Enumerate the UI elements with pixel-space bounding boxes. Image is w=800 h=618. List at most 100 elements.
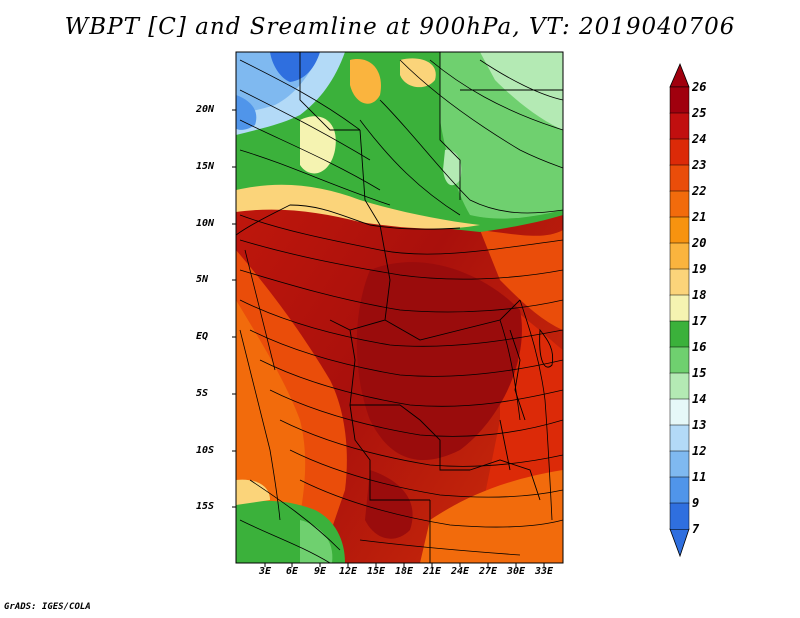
streamline: [359, 539, 521, 556]
colorbar-label: 9: [692, 496, 700, 510]
colorbar-segment: [669, 86, 690, 114]
light-green-sw: [300, 520, 333, 563]
lon-label: 3E: [258, 566, 272, 577]
lat-label: 15S: [196, 501, 215, 512]
border: [439, 52, 461, 200]
lake-tanganyika: [499, 419, 511, 471]
streamline: [239, 299, 563, 347]
colorbar-label: 14: [692, 392, 707, 406]
streamline: [239, 89, 371, 161]
colorbar-segment: [669, 502, 690, 530]
colorbar-segment: [669, 112, 690, 140]
colorbar-segment: [669, 424, 690, 452]
lon-label: 6E: [285, 566, 299, 577]
transition-yellow: [236, 184, 480, 229]
hot-core: [356, 262, 522, 460]
colorbar-segment: [669, 190, 690, 218]
colorbar-segment: [669, 216, 690, 244]
beige-patch: [300, 116, 336, 174]
colorbar-top-arrow: [669, 62, 690, 88]
border: [384, 299, 521, 341]
colorbar-label: 19: [692, 262, 707, 276]
lat-label: 5N: [196, 274, 209, 285]
streamline: [379, 99, 563, 214]
lat-label: 15N: [196, 161, 215, 172]
colorbar-segment: [669, 268, 690, 296]
colorbar-segment: [669, 450, 690, 478]
lon-label: 18E: [394, 566, 414, 577]
colorbar-label: 12: [692, 444, 707, 458]
blue-nw-patch: [236, 95, 257, 130]
streamline: [299, 479, 563, 528]
colorbar-label: 7: [692, 522, 700, 536]
colorbar-segment: [669, 398, 690, 426]
streamline: [519, 299, 553, 521]
colorbar-segment: [669, 294, 690, 322]
orange-patch-north: [350, 59, 381, 104]
east-orange: [480, 230, 563, 330]
colorbar-label: 15: [692, 366, 707, 380]
border: [469, 459, 541, 501]
lon-ticks: [264, 563, 545, 567]
hot-core-south: [365, 470, 413, 539]
streamlines: [239, 59, 563, 563]
streamline: [239, 149, 391, 206]
colorbar-bottom-arrow: [669, 528, 690, 558]
colorbar-segment: [669, 372, 690, 400]
streamline: [239, 329, 281, 521]
colorbar-label: 16: [692, 340, 707, 354]
yellow-sw: [236, 479, 270, 505]
colorbar-segment: [669, 346, 690, 374]
lon-label: 30E: [506, 566, 526, 577]
border: [349, 404, 430, 501]
map-frame: [235, 51, 564, 564]
streamline: [289, 449, 563, 498]
border: [236, 204, 461, 236]
lon-label: 21E: [422, 566, 442, 577]
lake-victoria: [539, 328, 554, 368]
colorbar-segment: [669, 242, 690, 270]
border: [299, 52, 360, 131]
colorbar: [669, 62, 690, 558]
streamline: [269, 389, 563, 437]
colorbar-label: 13: [692, 418, 707, 432]
colorbar-segment: [669, 320, 690, 348]
lat-label: 5S: [196, 388, 209, 399]
border: [509, 329, 526, 421]
pale-green-ne: [480, 52, 563, 130]
colorbar-segment: [669, 164, 690, 192]
border: [399, 404, 470, 471]
plot-title: WBPT [C] and Sreamline at 900hPa, VT: 20…: [64, 14, 736, 40]
lat-label: 10N: [196, 218, 215, 229]
streamline: [239, 214, 563, 255]
lon-label: 24E: [450, 566, 470, 577]
streamline: [249, 479, 341, 551]
lon-label: 27E: [478, 566, 498, 577]
streamline: [259, 359, 563, 407]
streamline: [499, 319, 521, 421]
colorbar-label: 11: [692, 470, 707, 484]
colorbar-label: 23: [692, 158, 707, 172]
streamline: [359, 119, 461, 216]
border: [349, 329, 400, 406]
colorbar-label: 18: [692, 288, 707, 302]
footer-credit: GrADS: IGES/COLA: [4, 602, 91, 612]
lon-label: 15E: [366, 566, 386, 577]
colorbar-label: 26: [692, 80, 707, 94]
yellow-patch-north: [400, 58, 436, 88]
south-orange: [420, 470, 563, 563]
colorbar-segment: [669, 476, 690, 504]
lat-label: EQ: [196, 331, 209, 342]
streamline: [399, 59, 563, 169]
lat-label: 20N: [196, 104, 215, 115]
streamline: [429, 59, 563, 131]
colorbar-label: 25: [692, 106, 707, 120]
streamline: [239, 269, 563, 313]
streamline: [244, 249, 276, 371]
lon-label: 9E: [313, 566, 327, 577]
streamline: [479, 59, 563, 101]
border: [359, 129, 381, 226]
streamline: [239, 519, 331, 563]
lon-label: 12E: [338, 566, 358, 577]
